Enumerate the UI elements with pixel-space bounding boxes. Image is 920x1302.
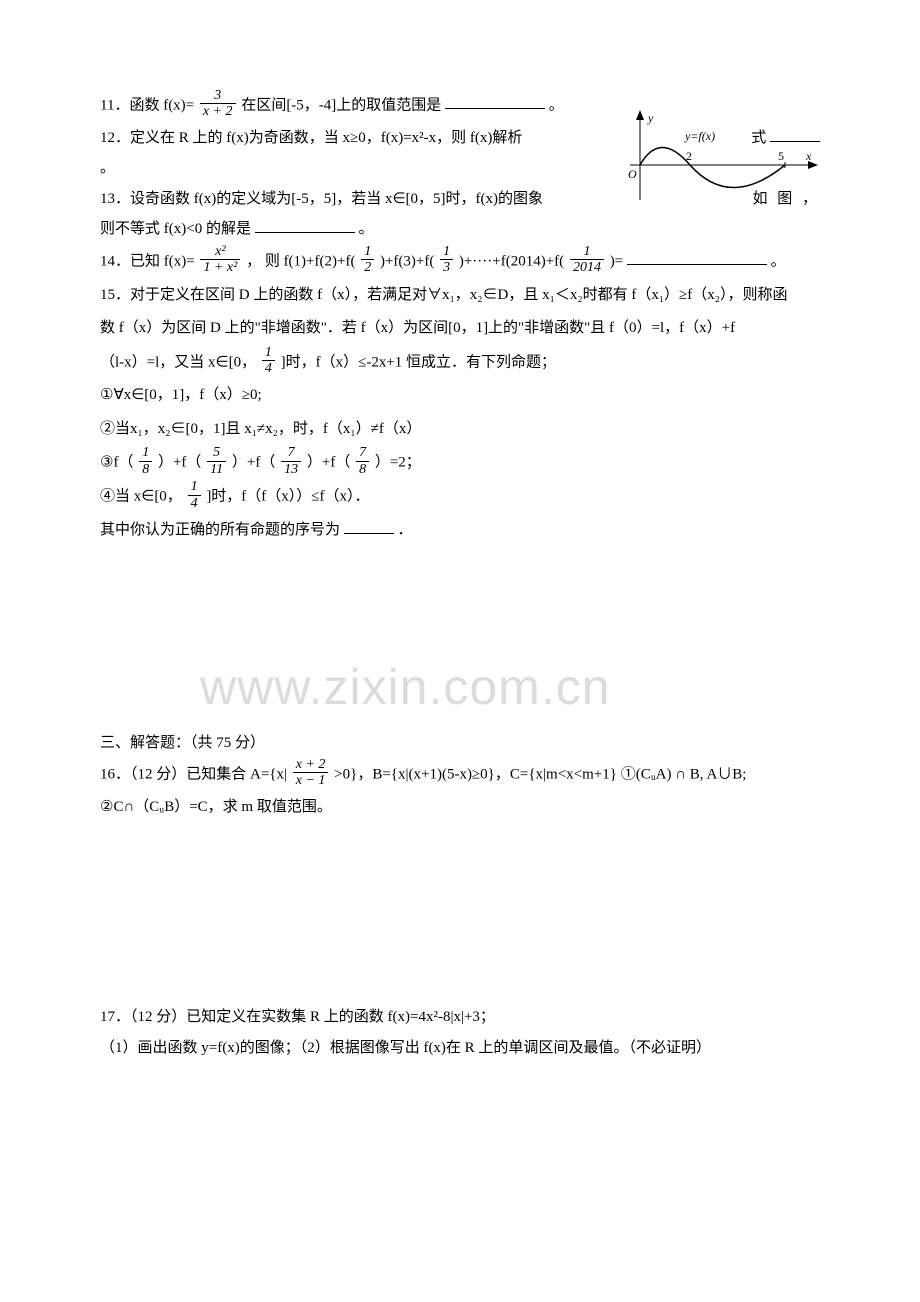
frac-den: 2 <box>361 260 374 275</box>
q15-l2: 数 f（x）为区间 D 上的"非增函数"．若 f（x）为区间[0，1]上的"非增… <box>100 313 820 345</box>
frac: 511 <box>207 445 226 477</box>
q12-end: 。 <box>100 160 115 176</box>
q16-l2: ②C∩（CᵤB）=C，求 m 取值范围。 <box>100 793 820 822</box>
frac-den: 8 <box>356 462 369 477</box>
q15-l3-frac: 1 4 <box>262 345 275 377</box>
curve-label: y=f(x) <box>684 129 715 143</box>
q15-p3: ③f（ 18 ）+f（ 511 ）+f（ 713 ）+f（ 78 ）=2； <box>100 447 820 479</box>
q16-b: >0}，B={x|(x+1)(5-x)≥0}，C={x|m<x<m+1} ①(C… <box>334 766 746 782</box>
q13-a: 13．设奇函数 f(x)的定义域为[-5，5]，若当 x∈[0，5]时，f(x)… <box>100 185 543 214</box>
q17-l1: 17．（12 分）已知定义在实数集 R 上的函数 f(x)=4x²-8|x|+3… <box>100 1003 820 1032</box>
curve-path <box>640 148 785 188</box>
q15-p5: 其中你认为正确的所有命题的序号为 ． <box>100 515 820 547</box>
q14-end: 。 <box>771 253 786 269</box>
blank-line <box>255 219 355 233</box>
y-axis-label: y <box>647 111 654 125</box>
q16-frac: x + 2 x − 1 <box>293 757 329 789</box>
q16-l1: 16．（12 分）已知集合 A={x| x + 2 x − 1 >0}，B={x… <box>100 759 820 791</box>
q13-end: 。 <box>358 221 373 237</box>
frac: 18 <box>139 445 152 477</box>
frac: 78 <box>356 445 369 477</box>
blank-line <box>344 520 394 534</box>
frac-den: 2014 <box>570 260 604 275</box>
q14-b: ， 则 f(1)+f(2)+f( <box>246 253 355 269</box>
frac: 14 <box>188 479 201 511</box>
q14-frac: x² 1 + x² <box>200 244 240 276</box>
q14: 14．已知 f(x)= x² 1 + x² ， 则 f(1)+f(2)+f( 1… <box>100 246 820 278</box>
frac-den: 13 <box>281 462 301 477</box>
q15-p4b: ]时，f（f（x））≤f（x）． <box>206 489 369 505</box>
frac-den: 3 <box>440 260 453 275</box>
q15: 15．对于定义在区间 D 上的函数 f（x），若满足对∀x₁，x₂∈D，且 x₁… <box>100 280 820 547</box>
frac-num: 5 <box>207 445 226 461</box>
frac-den: 8 <box>139 462 152 477</box>
frac-den: 11 <box>207 462 226 477</box>
q14-a: 14．已知 f(x)= <box>100 253 195 269</box>
q11-end: 。 <box>549 97 564 113</box>
q15-p3c: ）+f（ <box>232 455 275 471</box>
blank-line <box>445 95 545 109</box>
q14-f3: 1 2014 <box>570 244 604 276</box>
frac-num: 1 <box>440 244 453 260</box>
q15-p2: ②当x₁，x₂∈[0，1]且 x₁≠x₂，时，f（x₁）≠f（x） <box>100 414 820 446</box>
frac-den: x + 2 <box>200 104 236 119</box>
frac-den: 4 <box>262 361 275 376</box>
q14-d: )+····+f(2014)+f( <box>459 253 564 269</box>
q15-p4a: ④当 x∈[0， <box>100 489 182 505</box>
frac-num: 1 <box>262 345 275 361</box>
q15-p3b: ）+f（ <box>158 455 201 471</box>
frac: 713 <box>281 445 301 477</box>
q15-p5-end: ． <box>398 522 413 538</box>
q11-suffix: 在区间[-5，-4]上的取值范围是 <box>241 97 441 113</box>
q11-prefix: 11．函数 f(x)= <box>100 97 194 113</box>
frac-num: 1 <box>570 244 604 260</box>
tick-5: 5 <box>778 149 784 163</box>
q15-l3a: （l-x）=l，又当 x∈[0， <box>100 354 256 370</box>
section-3-heading: 三、解答题：（共 75 分） <box>100 729 820 758</box>
frac-num: x² <box>200 244 240 260</box>
q15-l1: 15．对于定义在区间 D 上的函数 f（x），若满足对∀x₁，x₂∈D，且 x₁… <box>100 280 820 312</box>
q14-f2: 1 3 <box>440 244 453 276</box>
q13-b: 则不等式 f(x)<0 的解是 <box>100 221 251 237</box>
frac-num: 1 <box>188 479 201 495</box>
q12-text: 12．定义在 R 上的 f(x)为奇函数，当 x≥0，f(x)=x²-x，则 f… <box>100 124 522 153</box>
frac-den: 4 <box>188 496 201 511</box>
q14-e: )= <box>610 253 623 269</box>
frac-den: x − 1 <box>293 773 329 788</box>
q15-p4: ④当 x∈[0， 14 ]时，f（f（x））≤f（x）． <box>100 481 820 513</box>
q14-c: )+f(3)+f( <box>380 253 434 269</box>
q11-fraction: 3 x + 2 <box>200 88 236 120</box>
frac-num: 1 <box>139 445 152 461</box>
blank-line <box>627 251 767 265</box>
q15-l3b: ]时，f（x）≤-2x+1 恒成立．有下列命题； <box>281 354 556 370</box>
x-axis-label: x <box>805 149 812 163</box>
frac-den: 1 + x² <box>200 260 240 275</box>
function-graph: y y=f(x) x 2 5 O <box>620 110 820 220</box>
q15-p5-text: 其中你认为正确的所有命题的序号为 <box>100 522 340 538</box>
y-axis-arrow-icon <box>636 110 644 120</box>
tick-2: 2 <box>686 149 692 163</box>
q17-l2: （1）画出函数 y=f(x)的图像；（2）根据图像写出 f(x)在 R 上的单调… <box>100 1034 820 1063</box>
q15-l3: （l-x）=l，又当 x∈[0， 1 4 ]时，f（x）≤-2x+1 恒成立．有… <box>100 347 820 379</box>
q14-f1: 1 2 <box>361 244 374 276</box>
frac-num: 7 <box>281 445 301 461</box>
q16-a: 16．（12 分）已知集合 A={x| <box>100 766 287 782</box>
q15-p1: ①∀x∈[0，1]，f（x）≥0; <box>100 380 820 412</box>
q15-p3a: ③f（ <box>100 455 133 471</box>
frac-num: 7 <box>356 445 369 461</box>
q15-p3d: ）+f（ <box>307 455 350 471</box>
frac-num: 1 <box>361 244 374 260</box>
frac-num: 3 <box>200 88 236 104</box>
frac-num: x + 2 <box>293 757 329 773</box>
origin-label: O <box>628 167 637 181</box>
q15-p3e: ）=2； <box>375 455 421 471</box>
